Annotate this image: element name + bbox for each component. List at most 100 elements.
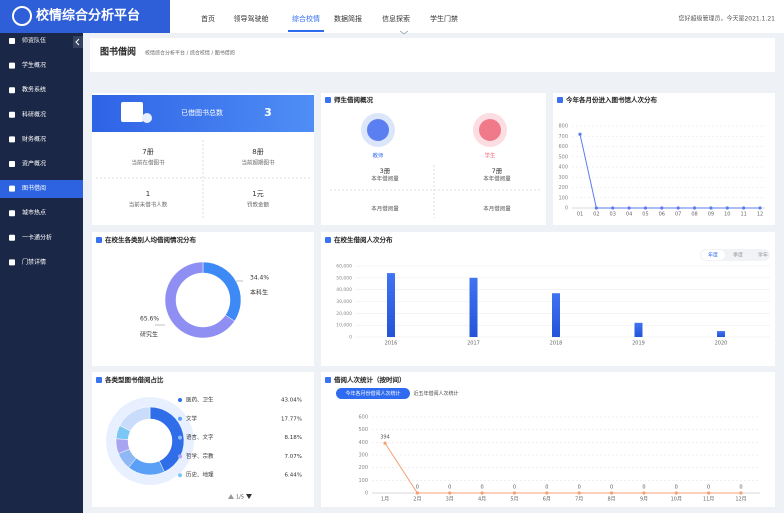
legend-name: 哲学、宗教 xyxy=(186,452,214,460)
pie-label: 65.6% xyxy=(140,316,159,323)
data-label: 0 xyxy=(513,485,516,491)
menu-icon xyxy=(9,38,15,44)
menu-item[interactable]: 门禁详情 xyxy=(22,258,46,266)
stat-label: 罚款金额 xyxy=(247,201,270,209)
x-tick-label: 06 xyxy=(659,212,665,218)
nav-item[interactable]: 信息探索 xyxy=(382,14,410,23)
point xyxy=(577,491,581,495)
tab[interactable]: 季度 xyxy=(733,252,743,259)
x-tick-label: 2020 xyxy=(715,341,728,347)
menu-item[interactable]: 资产概况 xyxy=(22,160,46,168)
legend-dot xyxy=(178,473,182,478)
nav-item[interactable]: 学生门禁 xyxy=(430,14,458,23)
x-tick-label: 2月 xyxy=(413,497,421,503)
student-icon-inner xyxy=(479,119,501,141)
book-icon-badge xyxy=(142,113,152,123)
menu-icon xyxy=(9,185,15,192)
logo-area xyxy=(0,0,170,33)
year-label: 本年借阅量 xyxy=(483,175,511,183)
x-tick-label: 9月 xyxy=(640,497,648,503)
menu-item[interactable]: 财务概况 xyxy=(22,135,46,143)
menu-icon xyxy=(9,136,15,143)
x-tick-label: 10月 xyxy=(671,497,682,503)
collapse-button[interactable] xyxy=(73,36,83,48)
stat-label: 当前超期图书 xyxy=(241,159,275,167)
point xyxy=(545,491,549,495)
menu-item[interactable]: 学生概况 xyxy=(22,61,46,69)
point xyxy=(709,206,713,210)
nav-item[interactable]: 数据简报 xyxy=(334,14,362,23)
menu-item[interactable]: 一卡通分析 xyxy=(22,233,52,241)
x-tick-label: 11月 xyxy=(703,497,714,503)
menu-item[interactable]: 图书借阅 xyxy=(22,184,46,192)
x-tick-label: 10 xyxy=(724,212,730,218)
legend-name: 医药、卫生 xyxy=(186,396,214,404)
y-tick-label: 40,000 xyxy=(336,287,352,293)
panel-bar xyxy=(321,232,775,366)
y-tick-label: 200 xyxy=(358,465,368,471)
tab[interactable]: 近五年借阅人次统计 xyxy=(413,390,458,397)
legend-name: 语言、文字 xyxy=(186,433,214,441)
menu-item[interactable]: 师资队伍 xyxy=(22,37,46,45)
x-tick-label: 4月 xyxy=(478,497,486,503)
point xyxy=(642,491,646,495)
y-tick-label: 0 xyxy=(565,206,568,212)
x-tick-label: 6月 xyxy=(543,497,551,503)
pie-label: 34.4% xyxy=(250,275,269,282)
nav-item[interactable]: 领导驾驶舱 xyxy=(234,14,269,23)
menu-item[interactable]: 科研概况 xyxy=(22,110,46,118)
menu-item[interactable]: 教务系统 xyxy=(22,86,46,94)
nav-chevron xyxy=(399,30,409,35)
data-label: 0 xyxy=(545,485,548,491)
title-bar xyxy=(90,38,775,72)
stat-value: 1 xyxy=(146,190,150,198)
legend-value: 6.44% xyxy=(285,473,302,479)
nav-item[interactable]: 综合校情 xyxy=(292,14,320,23)
x-tick-label: 03 xyxy=(610,212,616,218)
point xyxy=(758,206,762,210)
menu-icon xyxy=(9,234,15,241)
y-tick-label: 300 xyxy=(558,175,568,181)
bar xyxy=(469,277,478,337)
year-value: 7册 xyxy=(492,167,503,175)
legend-name: 文学 xyxy=(186,414,198,422)
year-label: 本年借阅量 xyxy=(371,175,399,183)
y-tick-label: 400 xyxy=(558,165,568,171)
y-tick-label: 500 xyxy=(558,154,568,160)
group-name: 教师 xyxy=(372,152,384,160)
nav-item[interactable]: 首页 xyxy=(201,14,215,23)
teacher-icon-inner xyxy=(367,119,389,141)
data-label: 0 xyxy=(416,485,419,491)
collapse-arrow xyxy=(75,38,80,46)
x-tick-label: 08 xyxy=(691,212,697,218)
legend-value: 43.04% xyxy=(281,398,302,404)
month-label: 本月借阅量 xyxy=(371,205,399,213)
y-tick-label: 300 xyxy=(358,453,368,459)
panel-icon xyxy=(325,97,331,103)
y-tick-label: 600 xyxy=(558,144,568,150)
point xyxy=(609,491,614,495)
data-label: 0 xyxy=(739,485,742,491)
panel-icon xyxy=(96,237,102,243)
panel-icon xyxy=(325,237,331,243)
tab[interactable]: 年度 xyxy=(708,252,718,259)
y-tick-label: 30,000 xyxy=(336,299,352,305)
x-tick-label: 2017 xyxy=(467,341,480,347)
y-tick-label: 50,000 xyxy=(336,275,352,281)
point xyxy=(676,206,680,210)
menu-item[interactable]: 城市热点 xyxy=(22,209,46,217)
pager-next[interactable] xyxy=(246,494,252,499)
banner-label: 已借图书总数 xyxy=(181,108,223,117)
data-label: 0 xyxy=(675,485,678,491)
data-label: 0 xyxy=(480,485,483,491)
tab[interactable]: 今年各月份借阅人次统计 xyxy=(345,390,400,397)
y-tick-label: 600 xyxy=(358,415,368,421)
point xyxy=(578,132,582,136)
point xyxy=(448,491,452,495)
y-tick-label: 400 xyxy=(358,440,368,446)
panel-icon xyxy=(325,377,331,383)
pager-prev[interactable] xyxy=(228,494,234,499)
tab[interactable]: 学年 xyxy=(758,252,768,259)
menu-icon xyxy=(9,111,15,118)
menu-icon xyxy=(9,259,15,266)
